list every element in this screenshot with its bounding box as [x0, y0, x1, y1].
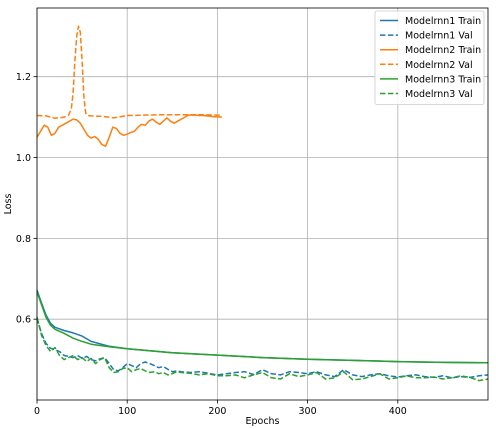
legend-label: Modelrnn3 Val [405, 89, 473, 100]
legend-label: Modelrnn1 Train [405, 16, 481, 27]
y-tick-label: 0.6 [16, 315, 31, 326]
legend-label: Modelrnn1 Val [405, 31, 473, 42]
x-axis-label: Epochs [245, 416, 279, 427]
x-tick-label: 400 [389, 406, 407, 417]
legend-box [374, 10, 485, 105]
series-line [36, 114, 222, 147]
y-tick-label: 1.2 [16, 72, 31, 83]
x-tick-label: 100 [118, 406, 136, 417]
legend-label: Modelrnn2 Train [405, 45, 481, 56]
y-tick-label: 0.8 [16, 234, 31, 245]
y-tick-label: 1.0 [16, 153, 31, 164]
series-line [36, 25, 222, 120]
series-lines [36, 25, 489, 382]
legend: Modelrnn1 Train Modelrnn1 Val Modelrnn2 Tr… [374, 10, 485, 105]
legend-label: Modelrnn3 Train [405, 74, 481, 85]
axis-ticks: 0 100 200 300 400 0.6 0.8 1.0 1.2 [16, 72, 407, 417]
series-line [36, 291, 489, 364]
x-tick-label: 0 [34, 406, 40, 417]
plot-frame [36, 7, 489, 401]
series-line [36, 318, 489, 379]
y-axis-label: Loss [3, 194, 14, 215]
series-line [36, 317, 489, 382]
x-tick-label: 200 [208, 406, 226, 417]
x-tick-label: 300 [299, 406, 317, 417]
legend-label: Modelrnn2 Val [405, 60, 473, 71]
